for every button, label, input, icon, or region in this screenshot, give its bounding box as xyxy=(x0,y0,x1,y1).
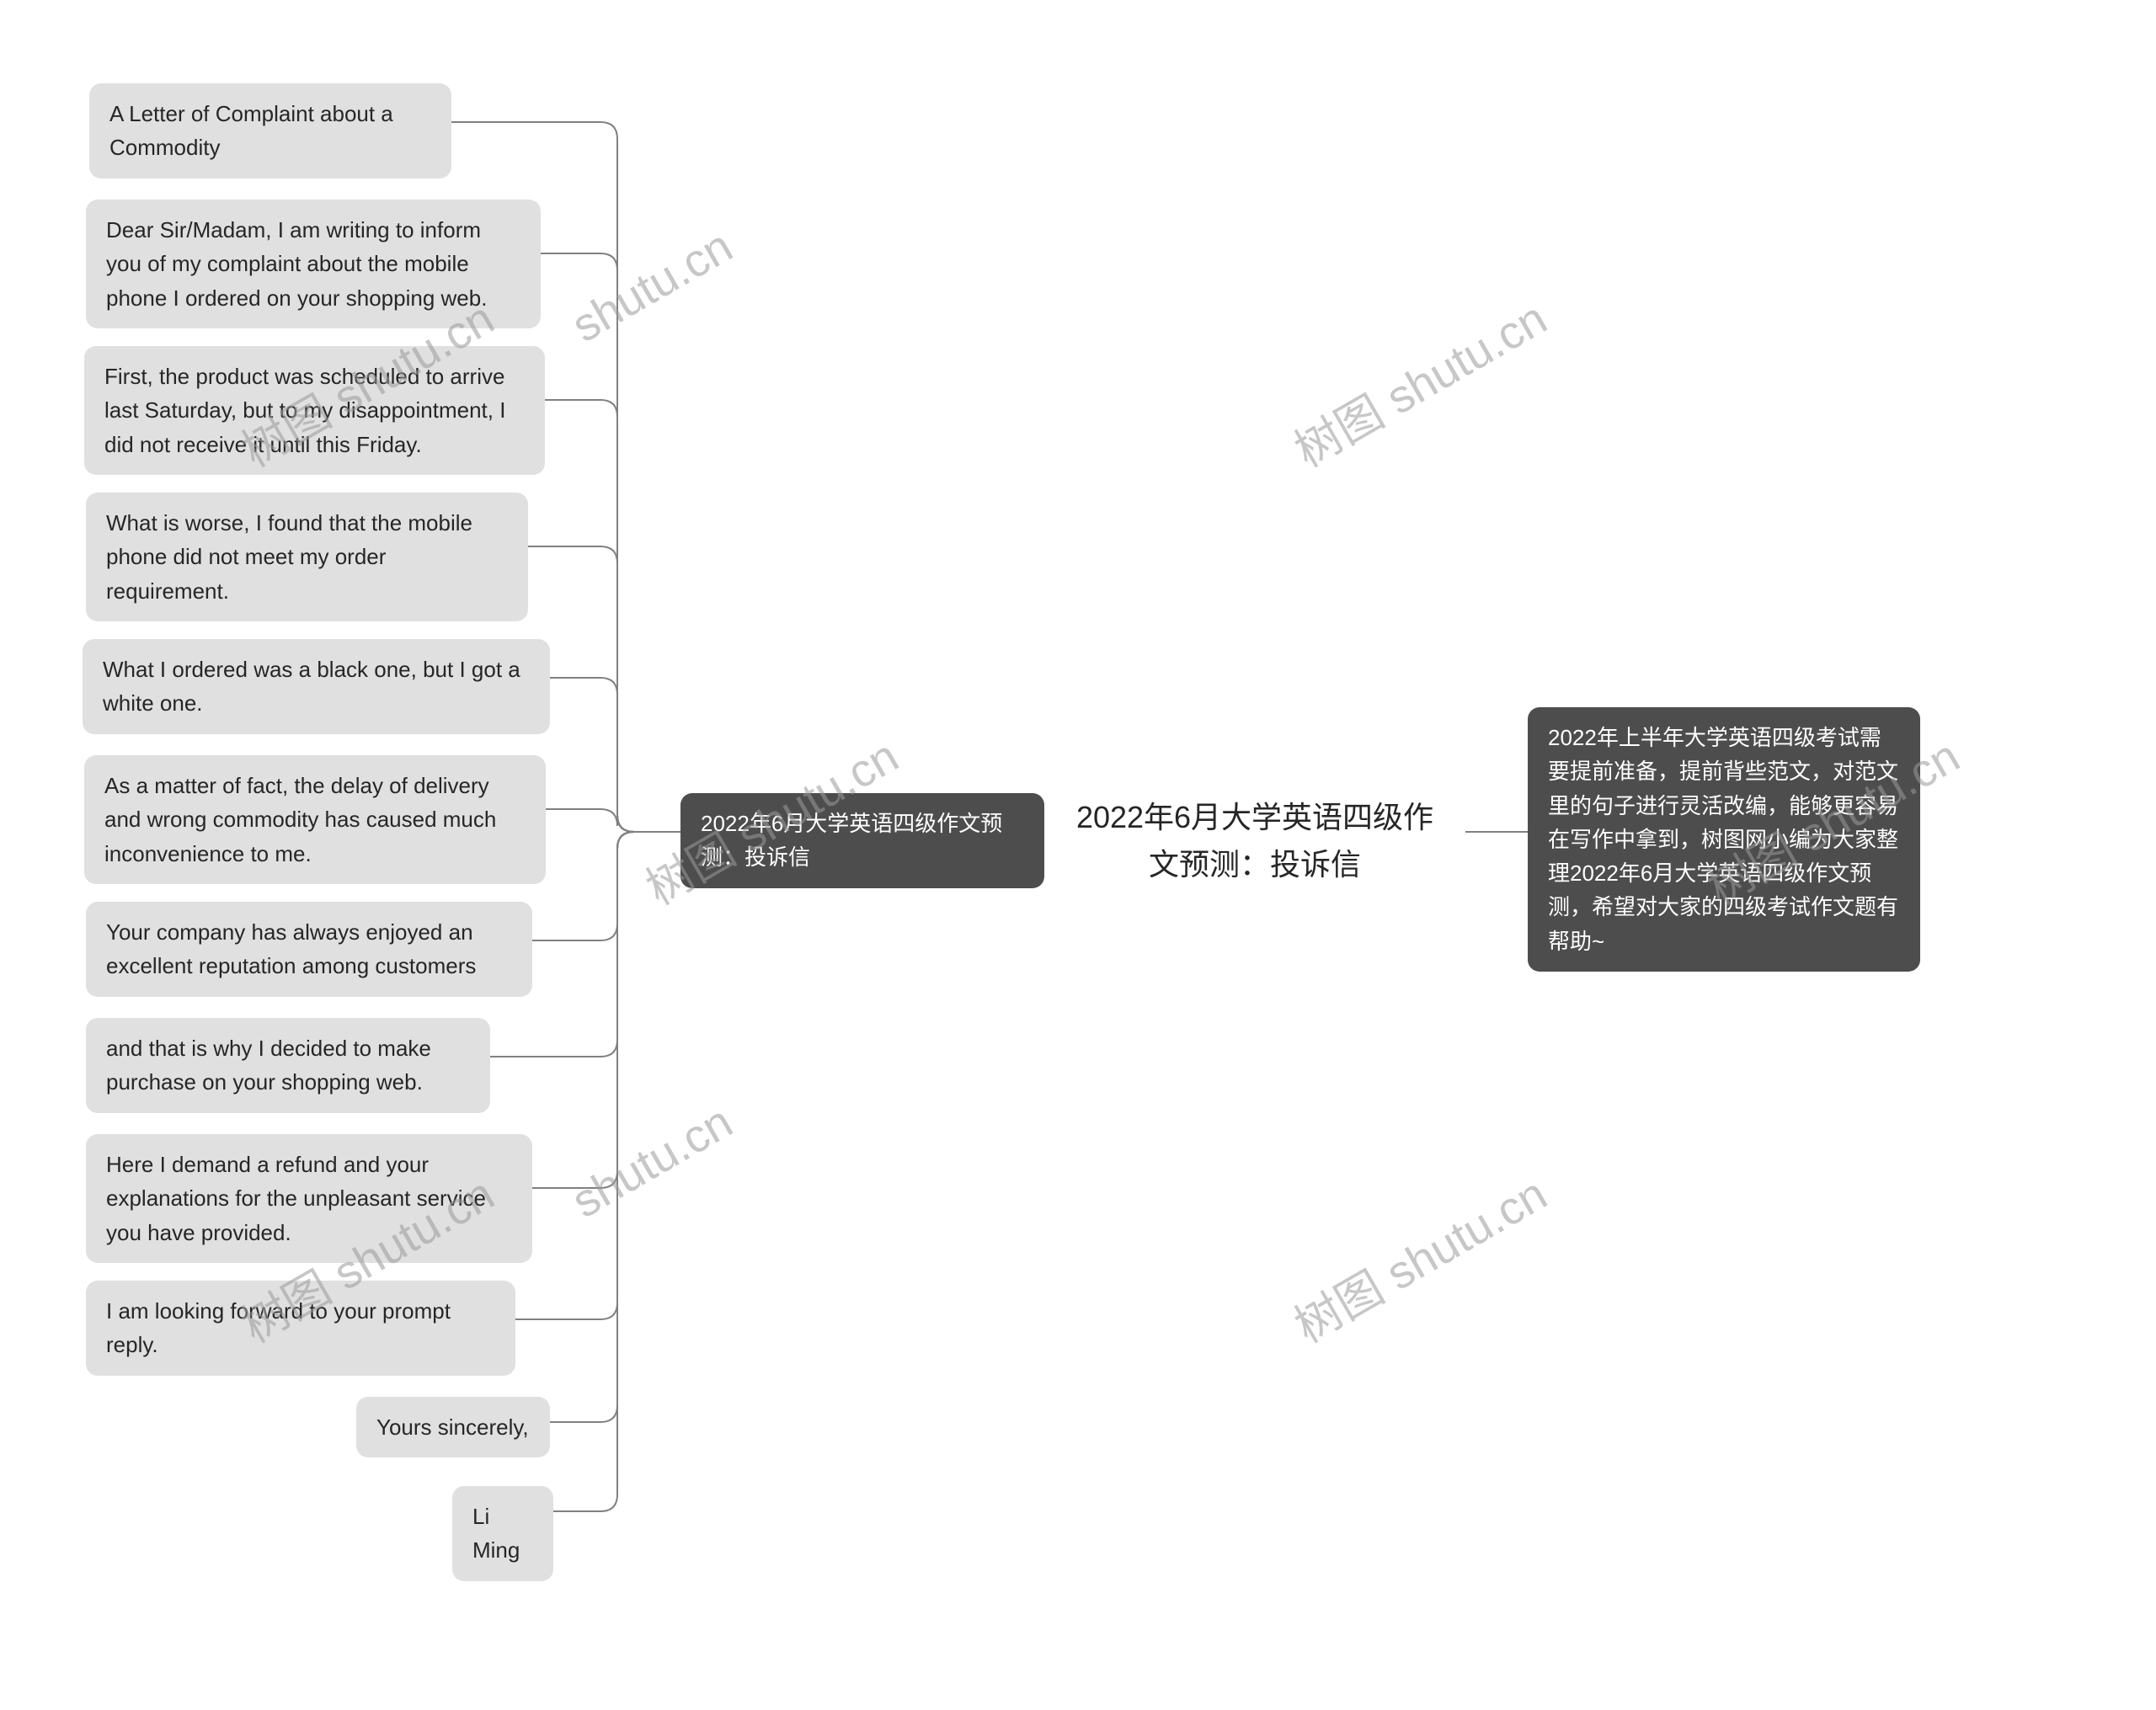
right-description-node: 2022年上半年大学英语四级考试需要提前准备，提前背些范文，对范文里的句子进行灵… xyxy=(1528,707,1920,972)
leaf-node: Yours sincerely, xyxy=(356,1397,550,1457)
leaf-text: A Letter of Complaint about a Commodity xyxy=(109,97,431,165)
leaf-text: Your company has always enjoyed an excel… xyxy=(106,915,512,983)
leaf-node: Here I demand a refund and your explanat… xyxy=(86,1134,532,1263)
root-node: 2022年6月大学英语四级作文预测：投诉信 xyxy=(1044,786,1465,897)
leaf-text: What I ordered was a black one, but I go… xyxy=(103,653,530,721)
leaf-text: and that is why I decided to make purcha… xyxy=(106,1031,470,1100)
watermark: shutu.cn xyxy=(563,1095,741,1228)
watermark: shutu.cn xyxy=(563,219,741,353)
leaf-node: Dear Sir/Madam, I am writing to inform y… xyxy=(86,200,541,328)
leaf-node: First, the product was scheduled to arri… xyxy=(84,346,545,475)
leaf-text: Here I demand a refund and your explanat… xyxy=(106,1148,512,1249)
leaf-node: What I ordered was a black one, but I go… xyxy=(83,639,550,734)
leaf-text: What is worse, I found that the mobile p… xyxy=(106,506,508,608)
leaf-node: What is worse, I found that the mobile p… xyxy=(86,493,528,621)
leaf-text: As a matter of fact, the delay of delive… xyxy=(104,769,526,871)
leaf-node: A Letter of Complaint about a Commodity xyxy=(89,83,451,178)
watermark: 树图 shutu.cn xyxy=(1280,281,1557,480)
leaf-text: Dear Sir/Madam, I am writing to inform y… xyxy=(106,213,520,315)
leaf-text: I am looking forward to your prompt repl… xyxy=(106,1294,495,1362)
leaf-node: As a matter of fact, the delay of delive… xyxy=(84,755,546,884)
watermark: 树图 shutu.cn xyxy=(1280,1157,1557,1356)
leaf-node: Your company has always enjoyed an excel… xyxy=(86,902,532,997)
leaf-node: I am looking forward to your prompt repl… xyxy=(86,1281,515,1376)
leaf-text: Li Ming xyxy=(472,1500,533,1568)
leaf-node: Li Ming xyxy=(452,1486,553,1581)
leaf-text: Yours sincerely, xyxy=(376,1410,529,1444)
leaf-node: and that is why I decided to make purcha… xyxy=(86,1018,490,1113)
left-branch-node: 2022年6月大学英语四级作文预测：投诉信 xyxy=(680,793,1044,888)
leaf-text: First, the product was scheduled to arri… xyxy=(104,360,525,461)
